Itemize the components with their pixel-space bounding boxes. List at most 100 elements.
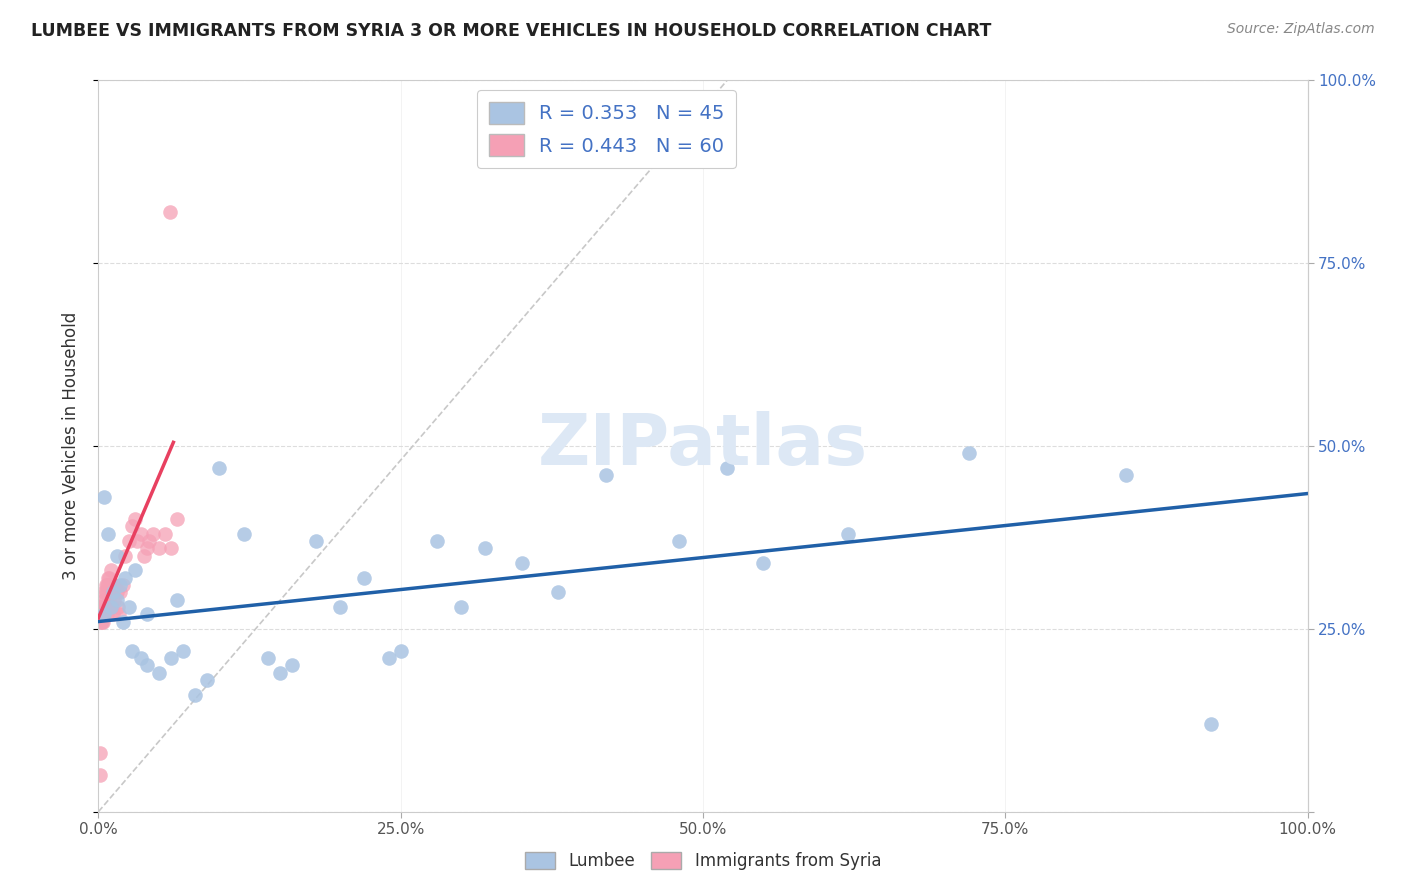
Point (93, 490, 115, 504)
Point (474, 541, 496, 556)
Point (89, 607, 111, 622)
Y-axis label: 3 or more Vehicles in Household: 3 or more Vehicles in Household (62, 312, 80, 580)
Point (91, 607, 114, 622)
Point (101, 585, 124, 599)
Point (142, 526, 165, 541)
Point (377, 651, 399, 665)
Point (138, 534, 160, 549)
Point (118, 599, 141, 614)
Point (103, 592, 125, 607)
Point (91, 599, 114, 614)
Point (668, 534, 690, 549)
Legend: R = 0.353   N = 45, R = 0.443   N = 60: R = 0.353 N = 45, R = 0.443 N = 60 (477, 90, 737, 168)
Point (89, 599, 111, 614)
Point (426, 534, 449, 549)
Point (305, 534, 328, 549)
Point (100, 599, 122, 614)
Point (135, 541, 157, 556)
Point (160, 651, 183, 665)
Text: LUMBEE VS IMMIGRANTS FROM SYRIA 3 OR MORE VEHICLES IN HOUSEHOLD CORRELATION CHAR: LUMBEE VS IMMIGRANTS FROM SYRIA 3 OR MOR… (31, 22, 991, 40)
Point (90, 615, 112, 629)
Point (195, 673, 218, 687)
Point (124, 563, 146, 577)
Point (93, 599, 115, 614)
Point (129, 651, 152, 665)
Point (957, 446, 980, 460)
Point (166, 512, 188, 526)
Point (104, 578, 127, 592)
Point (135, 658, 157, 673)
Point (90, 607, 112, 622)
Point (89, 746, 111, 760)
Legend: Lumbee, Immigrants from Syria: Lumbee, Immigrants from Syria (517, 845, 889, 877)
Point (129, 526, 152, 541)
Point (90, 599, 112, 614)
Point (256, 651, 278, 665)
Point (100, 563, 122, 577)
Point (148, 541, 170, 556)
Point (96, 585, 118, 599)
Point (93, 585, 115, 599)
Point (97, 571, 120, 585)
Point (94, 599, 117, 614)
Point (184, 688, 207, 702)
Point (752, 556, 775, 570)
Point (118, 534, 141, 549)
Point (108, 578, 131, 592)
Point (96, 578, 118, 592)
Point (108, 607, 131, 622)
Point (96, 607, 118, 622)
Point (91, 607, 114, 622)
Point (94, 585, 117, 599)
Point (105, 549, 128, 563)
Point (97, 578, 120, 592)
Point (100, 578, 122, 592)
Point (91, 607, 114, 622)
Point (134, 549, 156, 563)
Point (97, 526, 120, 541)
Point (91, 607, 114, 622)
Point (547, 585, 569, 599)
Point (148, 665, 170, 680)
Point (105, 592, 128, 607)
Point (89, 607, 111, 622)
Point (91, 615, 114, 629)
Point (159, 205, 181, 219)
Point (108, 585, 131, 599)
Point (716, 461, 738, 475)
Point (510, 556, 533, 570)
Point (329, 599, 352, 614)
Point (98, 592, 121, 607)
Point (93, 592, 115, 607)
Point (89, 768, 111, 782)
Point (91, 615, 114, 629)
Point (94, 578, 117, 592)
Point (90, 607, 112, 622)
Point (101, 578, 124, 592)
Point (153, 526, 176, 541)
Point (172, 644, 194, 658)
Point (121, 519, 143, 533)
Point (107, 599, 129, 614)
Point (124, 512, 146, 526)
Text: Source: ZipAtlas.com: Source: ZipAtlas.com (1227, 22, 1375, 37)
Point (98, 571, 121, 585)
Point (111, 615, 134, 629)
Point (232, 526, 254, 541)
Point (269, 665, 291, 680)
Point (353, 571, 375, 585)
Point (100, 599, 122, 614)
Point (94, 592, 117, 607)
Point (91, 599, 114, 614)
Point (93, 607, 115, 622)
Point (595, 468, 617, 483)
Point (101, 607, 124, 622)
Point (114, 571, 136, 585)
Text: ZIPatlas: ZIPatlas (538, 411, 868, 481)
Point (91, 607, 114, 622)
Point (837, 526, 859, 541)
Point (450, 599, 472, 614)
Point (93, 607, 115, 622)
Point (1115, 468, 1137, 483)
Point (100, 585, 122, 599)
